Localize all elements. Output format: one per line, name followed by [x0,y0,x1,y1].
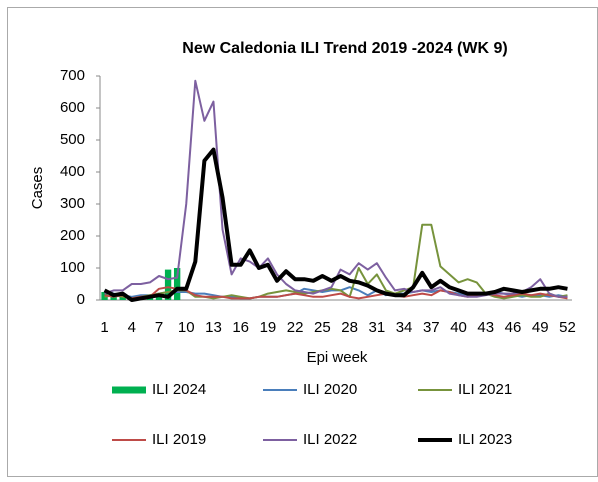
legend-label: ILI 2022 [303,431,357,448]
y-tick-label: 0 [77,291,85,308]
bar [110,296,117,300]
y-tick-label: 300 [60,195,85,212]
y-tick-label: 100 [60,259,85,276]
bar [164,269,172,300]
x-tick-label: 25 [314,319,331,336]
x-tick-label: 49 [532,319,549,336]
legend-label: ILI 2023 [458,431,512,448]
y-axis-title: Cases [29,167,46,210]
x-tick-label: 10 [178,319,195,336]
legend-label: ILI 2019 [152,431,206,448]
x-tick-label: 34 [396,319,413,336]
legend-label: ILI 2020 [303,381,357,398]
x-tick-label: 43 [477,319,494,336]
x-tick-label: 1 [100,319,108,336]
x-tick-label: 31 [369,319,386,336]
legend-label: ILI 2021 [458,381,512,398]
bar [173,268,181,300]
legend-label: ILI 2024 [152,381,206,398]
x-tick-label: 37 [423,319,440,336]
x-tick-label: 4 [128,319,136,336]
x-tick-label: 13 [205,319,222,336]
x-tick-label: 40 [450,319,467,336]
series-line [103,147,568,302]
y-tick-label: 200 [60,227,85,244]
x-tick-label: 19 [260,319,277,336]
x-tick-label: 7 [155,319,163,336]
x-axis-title: Epi week [307,349,368,366]
x-tick-label: 22 [287,319,304,336]
chart-title: New Caledonia ILI Trend 2019 -2024 (WK 9… [182,40,507,57]
chart-frame [7,7,598,477]
x-tick-label: 52 [559,319,576,336]
x-tick-label: 16 [232,319,249,336]
y-tick-label: 600 [60,99,85,116]
y-tick-label: 700 [60,67,85,84]
x-tick-label: 28 [341,319,358,336]
y-tick-label: 400 [60,163,85,180]
y-tick-label: 500 [60,131,85,148]
x-tick-label: 46 [505,319,522,336]
